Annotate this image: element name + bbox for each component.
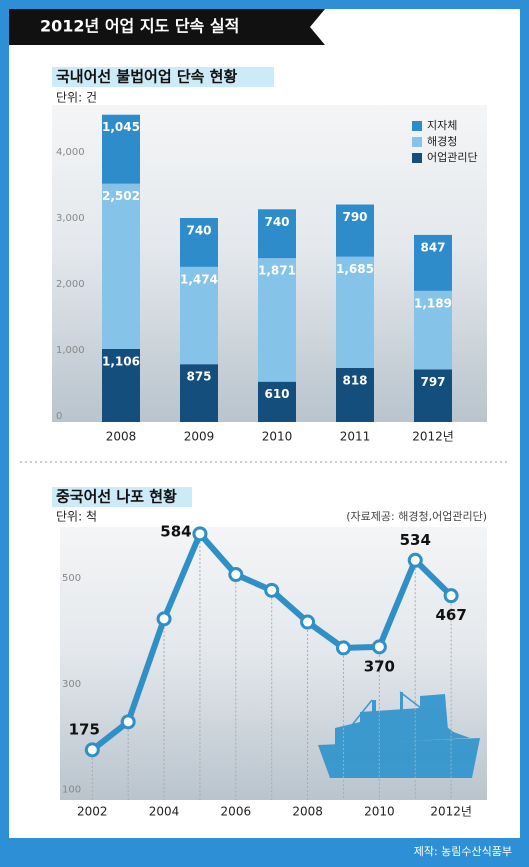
source-note: (자료제공: 해경청,어업관리단) <box>346 509 487 523</box>
value-label: 467 <box>435 606 466 624</box>
x-tick-label: 2010 <box>364 805 395 819</box>
point <box>156 611 172 627</box>
chart-title: 국내어선 불법어업 단속 현황 <box>56 68 237 86</box>
y-tick-label: 4,000 <box>56 147 85 158</box>
header-band <box>9 9 325 45</box>
value-label: 1,871 <box>258 264 296 278</box>
credit: 제작: 농림수산식품부 <box>414 845 512 858</box>
x-tick-label: 2010 <box>262 430 293 444</box>
point <box>84 742 100 758</box>
value-label: 875 <box>186 370 211 384</box>
legend-swatch <box>412 137 422 147</box>
header-title: 2012년 어업 지도 단속 실적 <box>40 17 239 36</box>
point <box>264 582 280 598</box>
value-label: 2,502 <box>102 189 140 203</box>
bar-segment <box>180 266 218 365</box>
bar-segment <box>258 209 296 259</box>
bar-segment <box>102 114 140 184</box>
bar-segment <box>336 204 374 257</box>
bar-segment <box>258 258 296 382</box>
bar-segment <box>414 369 452 422</box>
value-label: 790 <box>342 210 367 224</box>
unit: 단위: 척 <box>56 510 97 524</box>
value-label: 1,685 <box>336 262 374 276</box>
y-tick-label: 0 <box>56 411 62 422</box>
value-label: 1,045 <box>102 120 140 134</box>
bar-segment <box>414 234 452 291</box>
value-label: 797 <box>420 375 445 389</box>
x-tick-label: 2006 <box>221 805 252 819</box>
y-tick-label: 100 <box>62 784 81 795</box>
point <box>371 639 387 655</box>
bar-segment <box>180 364 218 422</box>
x-tick-label: 2002 <box>77 805 108 819</box>
bar-segment <box>414 290 452 370</box>
x-tick-label: 2008 <box>292 805 323 819</box>
unit: 단위: 건 <box>56 91 97 105</box>
value-label: 534 <box>400 531 431 549</box>
y-tick-label: 300 <box>62 679 81 690</box>
point <box>120 714 136 730</box>
point <box>300 614 316 630</box>
value-label: 584 <box>160 522 191 540</box>
value-label: 740 <box>186 223 211 237</box>
bar-segment <box>102 348 140 422</box>
y-tick-label: 2,000 <box>56 279 85 290</box>
y-tick-label: 500 <box>62 573 81 584</box>
point <box>407 552 423 568</box>
title-highlight <box>52 487 192 507</box>
value-label: 818 <box>342 373 367 387</box>
value-label: 1,474 <box>180 272 218 286</box>
value-label: 847 <box>420 240 445 254</box>
value-label: 370 <box>364 657 395 675</box>
x-tick-label: 2012년 <box>412 430 454 444</box>
point <box>228 567 244 583</box>
legend-label: 해경청 <box>427 134 457 148</box>
legend-swatch <box>412 121 422 131</box>
legend-label: 어업관리단 <box>427 151 478 164</box>
legend-swatch <box>412 153 422 163</box>
bar-segment <box>180 217 218 267</box>
chart-title: 중국어선 나포 현황 <box>56 488 177 506</box>
x-tick-label: 2012년 <box>430 805 472 819</box>
value-label: 610 <box>264 387 289 401</box>
bar-segment <box>102 183 140 349</box>
bar-segment <box>336 367 374 422</box>
point <box>335 640 351 656</box>
value-label: 740 <box>264 215 289 229</box>
title-highlight <box>52 67 274 87</box>
ship-illustration <box>318 691 480 778</box>
x-tick-label: 2009 <box>184 430 215 444</box>
point <box>192 526 208 542</box>
y-tick-label: 3,000 <box>56 213 85 224</box>
value-label: 175 <box>69 720 100 738</box>
x-tick-label: 2004 <box>149 805 180 819</box>
legend-label: 지자체 <box>427 119 457 132</box>
x-tick-label: 2008 <box>106 430 137 444</box>
y-tick-label: 1,000 <box>56 345 85 356</box>
value-label: 1,189 <box>414 296 452 310</box>
bar-segment <box>258 381 296 422</box>
value-label: 1,106 <box>102 354 140 368</box>
bar-segment <box>336 256 374 368</box>
point <box>443 588 459 604</box>
x-tick-label: 2011 <box>340 430 371 444</box>
